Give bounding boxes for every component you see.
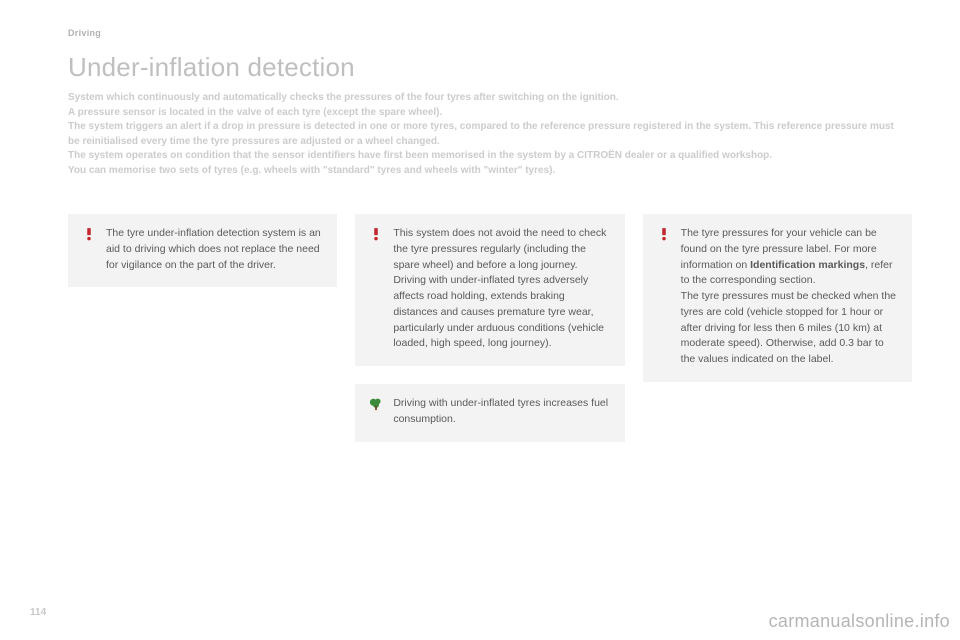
warning-note: The tyre pressures for your vehicle can … xyxy=(643,214,912,382)
page-number: 114 xyxy=(30,607,46,618)
intro-line: System which continuously and automatica… xyxy=(68,91,908,106)
column-2: This system does not avoid the need to c… xyxy=(355,214,624,442)
note-text-bold: Identification markings xyxy=(750,259,865,271)
warning-icon xyxy=(657,227,671,241)
tree-icon xyxy=(369,397,383,411)
note-columns: The tyre under-inflation detection syste… xyxy=(68,214,912,442)
note-text: Driving with under-inflated tyres increa… xyxy=(393,396,610,428)
column-1: The tyre under-inflation detection syste… xyxy=(68,214,337,442)
note-text: The tyre under-inflation detection syste… xyxy=(106,226,323,273)
warning-note: The tyre under-inflation detection syste… xyxy=(68,214,337,287)
column-3: The tyre pressures for your vehicle can … xyxy=(643,214,912,442)
note-text: The tyre pressures for your vehicle can … xyxy=(681,226,898,368)
section-label: Driving xyxy=(68,28,912,38)
watermark: carmanualsonline.info xyxy=(769,611,950,632)
warning-icon xyxy=(369,227,383,241)
intro-line: A pressure sensor is located in the valv… xyxy=(68,106,908,121)
eco-note: Driving with under-inflated tyres increa… xyxy=(355,384,624,442)
intro-line: The system operates on condition that th… xyxy=(68,149,908,164)
intro-paragraph: System which continuously and automatica… xyxy=(68,91,908,178)
warning-note: This system does not avoid the need to c… xyxy=(355,214,624,366)
intro-line: You can memorise two sets of tyres (e.g.… xyxy=(68,164,908,179)
page-title: Under-inflation detection xyxy=(68,52,912,83)
intro-line: The system triggers an alert if a drop i… xyxy=(68,120,908,149)
warning-icon xyxy=(82,227,96,241)
note-text: This system does not avoid the need to c… xyxy=(393,226,610,352)
note-text-post: , refer to the corresponding section.The… xyxy=(681,259,896,366)
